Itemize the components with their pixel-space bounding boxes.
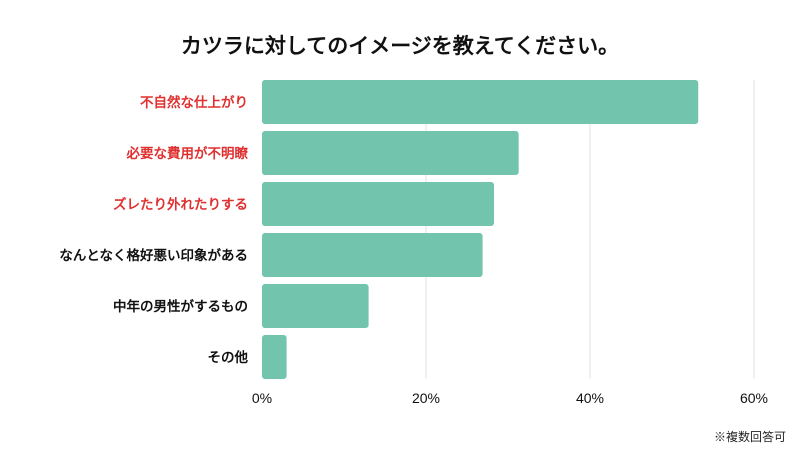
category-label: なんとなく格好悪い印象がある [59,247,248,264]
category-label: 不自然な仕上がり [140,94,248,111]
bar [262,182,495,226]
x-tick-label: 0% [252,390,272,406]
bar [262,284,369,328]
x-tick-label: 60% [740,390,768,406]
category-label: その他 [208,349,249,366]
bar [262,335,287,379]
bar [262,131,519,175]
x-tick-label: 40% [576,390,604,406]
category-label: 中年の男性がするもの [113,298,248,315]
footnote: ※複数回答可 [713,430,786,444]
chart-title: カツラに対してのイメージを教えてください。 [180,34,620,58]
bar [262,233,483,277]
x-tick-label: 20% [412,390,440,406]
category-label: 必要な費用が不明瞭 [126,145,249,162]
category-label: ズレたり外れたりする [113,196,248,213]
bar [262,80,699,124]
